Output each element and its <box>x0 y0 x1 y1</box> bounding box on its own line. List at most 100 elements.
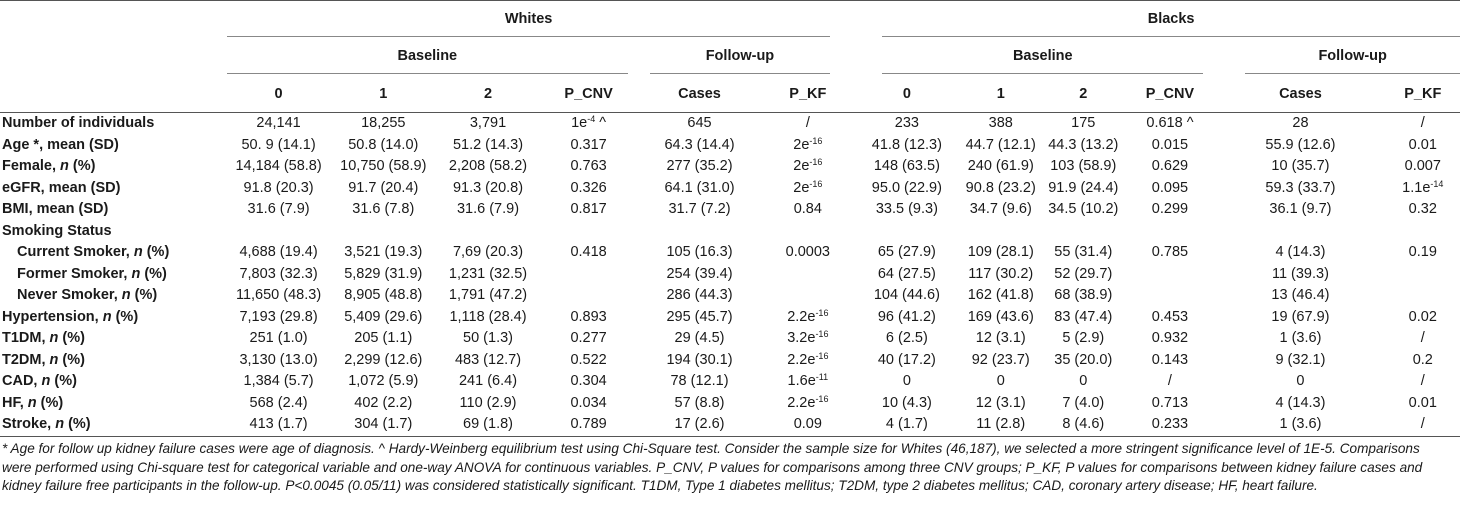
table-cell: 31.6 (7.9) <box>247 201 310 217</box>
row-label: Smoking Status <box>2 222 112 239</box>
table-cell: 64 (27.5) <box>877 265 936 282</box>
table-row: Never Smoker, n (%) 11,650 (48.3) 8,905 (4… <box>0 285 1460 307</box>
subgroup-header-blacks-followup: Follow-up <box>1245 39 1460 74</box>
table-cell: 277 (35.2) <box>666 158 733 174</box>
table-cell: 254 (39.4) <box>666 265 733 282</box>
table-cell: 8,905 (48.8) <box>344 287 423 303</box>
table-cell: 40 (17.2) <box>877 351 936 368</box>
table-cell: 286 (44.3) <box>666 287 733 303</box>
table-row: BMI, mean (SD) 31.6 (7.9) 31.6 (7.8) 31.6 (… <box>0 199 1460 221</box>
table-cell: 0.277 <box>570 330 607 346</box>
row-label: eGFR, mean (SD) <box>2 179 121 196</box>
table-cell: 0.629 <box>1151 158 1189 174</box>
table-cell <box>854 221 959 243</box>
table-cell: 95.0 (22.9) <box>871 179 942 196</box>
table-cell: 3,521 (19.3) <box>344 244 423 260</box>
table-cell: 91.3 (20.8) <box>452 179 524 196</box>
subgroup-header-blacks-baseline: Baseline <box>882 39 1204 74</box>
table-cell: 28 <box>1292 115 1309 131</box>
row-label: Stroke, n (%) <box>0 414 227 437</box>
table-row: T2DM, n (%) 3,130 (13.0) 2,299 (12.6) 483 (… <box>0 350 1460 372</box>
table-cell: 5,829 (31.9) <box>344 265 423 282</box>
table-cell: 483 (12.7) <box>454 351 522 368</box>
table-cell <box>1125 285 1216 307</box>
table-cell: 0.233 <box>1124 414 1216 437</box>
table-cell: 65 (27.9) <box>877 244 936 260</box>
table-cell: 19 (67.9) <box>1271 308 1330 325</box>
table-cell: / <box>1167 373 1172 389</box>
table-cell: 0.453 <box>1151 308 1189 325</box>
table-cell: 117 (30.2) <box>968 265 1034 282</box>
table-cell <box>1215 221 1385 243</box>
data-table: Whites Blacks Baseline Follow-up Baselin… <box>0 0 1460 437</box>
table-cell: 0.763 <box>570 158 607 174</box>
table-cell: 10,750 (58.9) <box>340 158 427 174</box>
table-cell: 0.893 <box>570 308 607 325</box>
table-cell <box>761 264 854 286</box>
table-cell: 645 <box>687 115 712 131</box>
table-cell: 0.02 <box>1408 308 1437 325</box>
table-cell: / <box>1420 115 1425 131</box>
table-cell: 388 <box>988 115 1013 131</box>
table-row: Current Smoker, n (%) 4,688 (19.4) 3,521 (… <box>0 242 1460 264</box>
table-cell: 96 (41.2) <box>877 308 936 325</box>
column-header: 1 <box>330 75 437 113</box>
table-cell: 12 (3.1) <box>975 394 1026 411</box>
table-cell: 3,130 (13.0) <box>239 351 318 368</box>
table-row: HF, n (%) 568 (2.4) 402 (2.2) 110 (2.9) 0.03… <box>0 393 1460 415</box>
table-cell: 68 (38.9) <box>1054 287 1113 303</box>
table-cell: 50.8 (14.0) <box>348 136 419 153</box>
table-cell <box>1386 221 1460 243</box>
row-label: Former Smoker, n (%) <box>17 265 167 282</box>
table-cell: 1,072 (5.9) <box>348 373 419 389</box>
table-body: Number of individuals 24,141 18,255 3,791 1e… <box>0 113 1460 437</box>
table-cell: 0.034 <box>570 394 607 411</box>
table-cell: 0.2 <box>1412 351 1433 368</box>
table-row: Stroke, n (%) 413 (1.7) 304 (1.7) 69 (1.8) 0… <box>0 414 1460 437</box>
table-cell: 0.713 <box>1151 394 1189 411</box>
table-cell <box>1386 285 1460 307</box>
table-cell: 5,409 (29.6) <box>344 308 423 325</box>
table-cell: 0.143 <box>1151 351 1189 368</box>
table-cell: 11,650 (48.3) <box>235 287 322 303</box>
table-cell: 240 (61.9) <box>967 158 1034 174</box>
table-cell: 233 <box>894 115 919 131</box>
table-cell: 2.2e-16 <box>787 393 829 411</box>
table-cell: 2e-16 <box>793 157 823 175</box>
table-cell: 90.8 (23.2) <box>965 179 1036 196</box>
row-label: CAD, n (%) <box>2 373 77 389</box>
column-header: P_CNV <box>539 75 638 113</box>
table-cell: 2e-16 <box>793 178 823 196</box>
header-row-groups: Whites Blacks <box>0 0 1460 38</box>
table-cell: 295 (45.7) <box>666 308 733 325</box>
table-cell: 64.1 (31.0) <box>664 179 735 196</box>
table-cell: 251 (1.0) <box>249 330 308 346</box>
table-footnote: * Age for follow up kidney failure cases… <box>2 441 1423 493</box>
table-cell: 55 (31.4) <box>1054 244 1113 260</box>
table-cell <box>1386 264 1460 286</box>
column-header: P_CNV <box>1124 75 1216 113</box>
table-cell: 2.2e-16 <box>787 350 829 368</box>
subgroup-header-whites-baseline: Baseline <box>226 39 628 74</box>
table-cell: 0.19 <box>1408 244 1437 260</box>
table-cell: 83 (47.4) <box>1054 308 1113 325</box>
table-cell: 1.1e-14 <box>1402 178 1444 196</box>
table-cell: 0.09 <box>761 414 855 437</box>
table-cell: 8 (4.6) <box>1042 414 1125 437</box>
row-label: Age *, mean (SD) <box>2 136 119 153</box>
column-header: 0 <box>226 75 331 113</box>
table-cell: 1,231 (32.5) <box>448 265 528 282</box>
table-cell: 2.2e-16 <box>787 307 829 325</box>
table-cell: 0.522 <box>570 351 607 368</box>
table-cell: 35 (20.0) <box>1054 351 1113 368</box>
table-cell <box>540 285 638 307</box>
table-cell: 4 (1.7) <box>854 414 960 437</box>
table-cell: 1 (3.6) <box>1279 330 1322 346</box>
table-cell: 9 (32.1) <box>1275 351 1326 368</box>
table-cell <box>761 221 854 243</box>
table-cell: 0.317 <box>570 136 607 153</box>
table-cell: 175 <box>1071 115 1096 131</box>
table-cell: 31.7 (7.2) <box>668 201 731 217</box>
table-cell: 0.618 ^ <box>1146 115 1194 131</box>
